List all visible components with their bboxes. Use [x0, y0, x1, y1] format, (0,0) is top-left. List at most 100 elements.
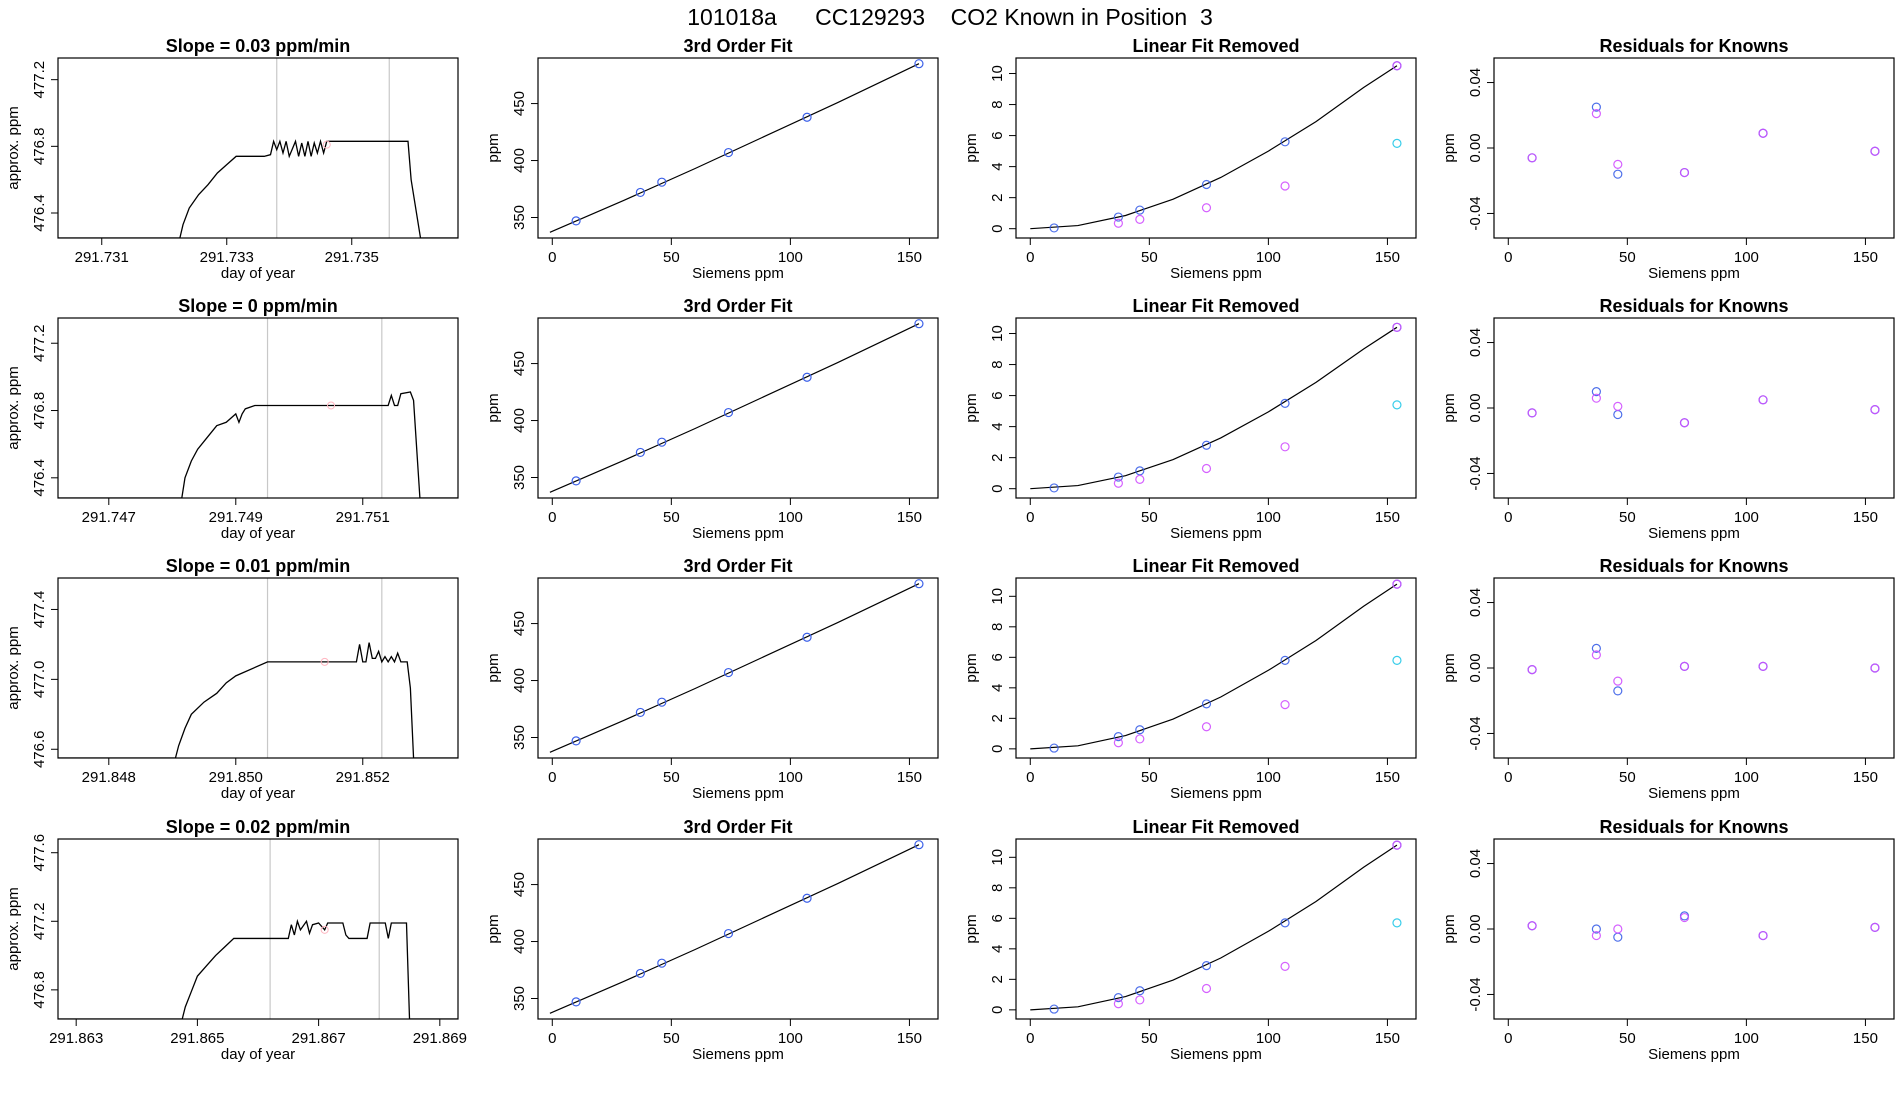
- data-point: [1280, 655, 1290, 665]
- x-tick-label: 150: [897, 509, 922, 526]
- x-tick-label: 50: [1141, 769, 1158, 786]
- panel-fit-1: 3rd Order Fit 0 50 100 150 Siemens ppm 350 400 4…: [485, 296, 939, 542]
- data-point: [723, 928, 734, 939]
- data-point: [571, 216, 581, 226]
- y-tick-label: 0.00: [1467, 393, 1484, 422]
- x-axis-label: Siemens ppm: [1648, 1046, 1740, 1063]
- y-tick-label: 4: [989, 945, 1006, 953]
- y-axis-label: ppm: [1441, 914, 1458, 943]
- x-tick-label: 291.865: [170, 1030, 224, 1047]
- x-axis-label: Siemens ppm: [1170, 1046, 1262, 1063]
- y-tick-label: 2: [989, 453, 1006, 461]
- x-axis-label: Siemens ppm: [692, 1046, 784, 1063]
- x-tick-label: 150: [1375, 1030, 1400, 1047]
- panel-time-series-0: Slope = 0.03 ppm/min 291.731 291.733 291.73…: [5, 36, 459, 282]
- plot-area: [1030, 322, 1402, 493]
- data-point: [1135, 214, 1145, 224]
- panel-resid-2: Residuals for Knowns 0 50 100 150 Siemens ppm…: [1441, 556, 1895, 802]
- data-point: [1280, 442, 1290, 452]
- y-tick-label: 350: [511, 725, 528, 750]
- y-tick-label: 0.00: [1467, 653, 1484, 682]
- y-axis-label: ppm: [963, 914, 980, 943]
- y-tick-label: 0.04: [1467, 328, 1484, 357]
- x-tick-label: 50: [1141, 509, 1158, 526]
- x-tick-label: 50: [663, 769, 680, 786]
- y-tick-label: 2: [989, 714, 1006, 722]
- data-point: [1679, 912, 1690, 923]
- data-point: [1280, 918, 1290, 928]
- data-point: [1870, 405, 1880, 415]
- plot-frame: [57, 317, 459, 499]
- y-tick-label: -0.04: [1467, 716, 1484, 750]
- plot-frame: [1493, 838, 1895, 1020]
- fit-curve: [1030, 326, 1398, 490]
- data-point: [1591, 924, 1601, 934]
- data-point: [635, 187, 645, 198]
- data-point: [1392, 322, 1402, 332]
- plot-area: [58, 642, 458, 758]
- data-point: [723, 407, 734, 418]
- y-tick-label: 476.6: [31, 730, 48, 768]
- data-point: [1527, 665, 1537, 675]
- x-tick-label: 291.749: [209, 509, 263, 526]
- x-tick-label: 291.735: [325, 249, 379, 266]
- y-tick-label: 0: [989, 485, 1006, 493]
- y-tick-label: 350: [511, 205, 528, 230]
- y-tick-label: 476.8: [31, 971, 48, 1009]
- plot-frame: [1015, 317, 1417, 499]
- x-axis-label: Siemens ppm: [1170, 525, 1262, 542]
- data-point: [1527, 921, 1537, 931]
- y-tick-label: -0.04: [1467, 456, 1484, 490]
- x-tick-label: 0: [1504, 509, 1512, 526]
- plot-area: [1527, 643, 1880, 696]
- data-point: [1591, 102, 1601, 112]
- x-tick-label: 291.751: [336, 509, 390, 526]
- x-tick-label: 100: [1734, 509, 1759, 526]
- panel-title: 3rd Order Fit: [683, 817, 792, 837]
- y-tick-label: 400: [511, 148, 528, 173]
- plot-frame: [57, 57, 459, 239]
- data-point: [657, 958, 667, 968]
- y-tick-label: 0: [989, 1006, 1006, 1014]
- x-tick-label: 50: [1141, 1030, 1158, 1047]
- x-axis-label: Siemens ppm: [692, 265, 784, 282]
- data-point: [723, 667, 734, 678]
- data-point: [723, 147, 734, 158]
- data-point: [1135, 725, 1145, 735]
- y-axis-label: ppm: [963, 133, 980, 162]
- panel-fit-2: 3rd Order Fit 0 50 100 150 Siemens ppm 350 400 4…: [485, 556, 939, 802]
- series-line: [58, 391, 458, 498]
- y-tick-label: 400: [511, 929, 528, 954]
- x-tick-label: 0: [1504, 769, 1512, 786]
- panel-title: Linear Fit Removed: [1132, 296, 1299, 316]
- panel-linear-3: Linear Fit Removed 0 50 100 150 Siemens ppm 0 2…: [963, 817, 1417, 1063]
- panel-title: Residuals for Knowns: [1599, 817, 1788, 837]
- data-point: [1049, 483, 1059, 493]
- panel-title: Residuals for Knowns: [1599, 296, 1788, 316]
- data-point: [1392, 655, 1402, 665]
- x-tick-label: 0: [548, 769, 556, 786]
- fit-curve: [1030, 65, 1398, 230]
- plot-area: [549, 59, 924, 233]
- y-tick-label: 0.04: [1467, 849, 1484, 878]
- y-tick-label: 477.0: [31, 661, 48, 699]
- x-tick-label: 0: [1026, 249, 1034, 266]
- plot-frame: [1015, 577, 1417, 759]
- data-point: [1591, 109, 1601, 119]
- plot-area: [1527, 102, 1880, 179]
- x-axis-label: Siemens ppm: [1170, 785, 1262, 802]
- x-axis-label: Siemens ppm: [1648, 785, 1740, 802]
- plot-frame: [1493, 577, 1895, 759]
- x-tick-label: 150: [897, 769, 922, 786]
- data-point: [1280, 137, 1290, 147]
- y-tick-label: 10: [989, 65, 1006, 82]
- data-point: [1613, 169, 1623, 179]
- data-point: [1613, 159, 1623, 169]
- x-tick-label: 150: [1853, 769, 1878, 786]
- y-tick-label: 350: [511, 465, 528, 490]
- y-tick-label: 477.4: [31, 591, 48, 629]
- x-tick-label: 0: [1026, 769, 1034, 786]
- x-tick-label: 0: [1504, 1030, 1512, 1047]
- y-tick-label: 8: [989, 100, 1006, 108]
- data-point: [1870, 146, 1880, 156]
